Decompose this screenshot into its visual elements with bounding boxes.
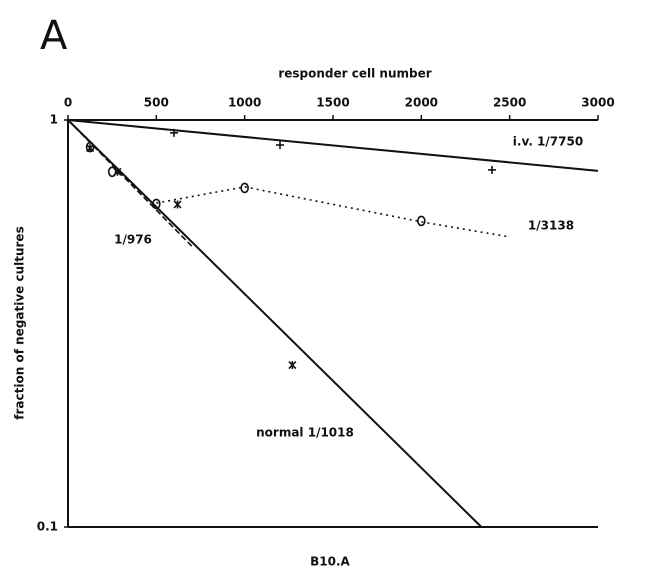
marker-ring bbox=[240, 182, 249, 194]
marker-ring bbox=[417, 215, 426, 227]
caption: B10.A bbox=[310, 555, 350, 569]
x-tick-label: 500 bbox=[144, 96, 169, 110]
x-tick-label: 0 bbox=[64, 96, 72, 110]
x-tick-label: 2000 bbox=[405, 96, 438, 110]
point bbox=[113, 167, 122, 176]
x-axis-label: responder cell number bbox=[278, 67, 431, 81]
point bbox=[417, 215, 426, 227]
point bbox=[152, 198, 161, 210]
series-line bbox=[67, 119, 193, 247]
point bbox=[240, 182, 249, 194]
series-line bbox=[67, 119, 483, 528]
point bbox=[170, 128, 178, 137]
series-line bbox=[67, 119, 599, 172]
series-line bbox=[156, 186, 510, 238]
marker-ring bbox=[107, 166, 117, 178]
y-tick-label: 0.1 bbox=[37, 520, 58, 534]
point bbox=[488, 165, 496, 174]
annotation: normal 1/1018 bbox=[256, 426, 354, 440]
annotation: 1/3138 bbox=[528, 219, 574, 233]
y-tick-label: 1 bbox=[50, 113, 58, 127]
point bbox=[86, 144, 95, 153]
point bbox=[276, 141, 284, 150]
x-tick-label: 1500 bbox=[316, 96, 349, 110]
y-axis-label: fraction of negative cultures bbox=[13, 226, 27, 419]
point bbox=[288, 360, 297, 370]
point bbox=[107, 166, 117, 178]
x-tick-label: 1000 bbox=[228, 96, 261, 110]
x-tick-label: 3000 bbox=[581, 96, 614, 110]
marker-ring bbox=[152, 198, 161, 210]
x-tick-label: 2500 bbox=[493, 96, 526, 110]
annotation: i.v. 1/7750 bbox=[513, 135, 583, 149]
point bbox=[173, 200, 182, 209]
annotation: 1/976 bbox=[114, 233, 152, 247]
chart-title: A bbox=[40, 13, 68, 59]
